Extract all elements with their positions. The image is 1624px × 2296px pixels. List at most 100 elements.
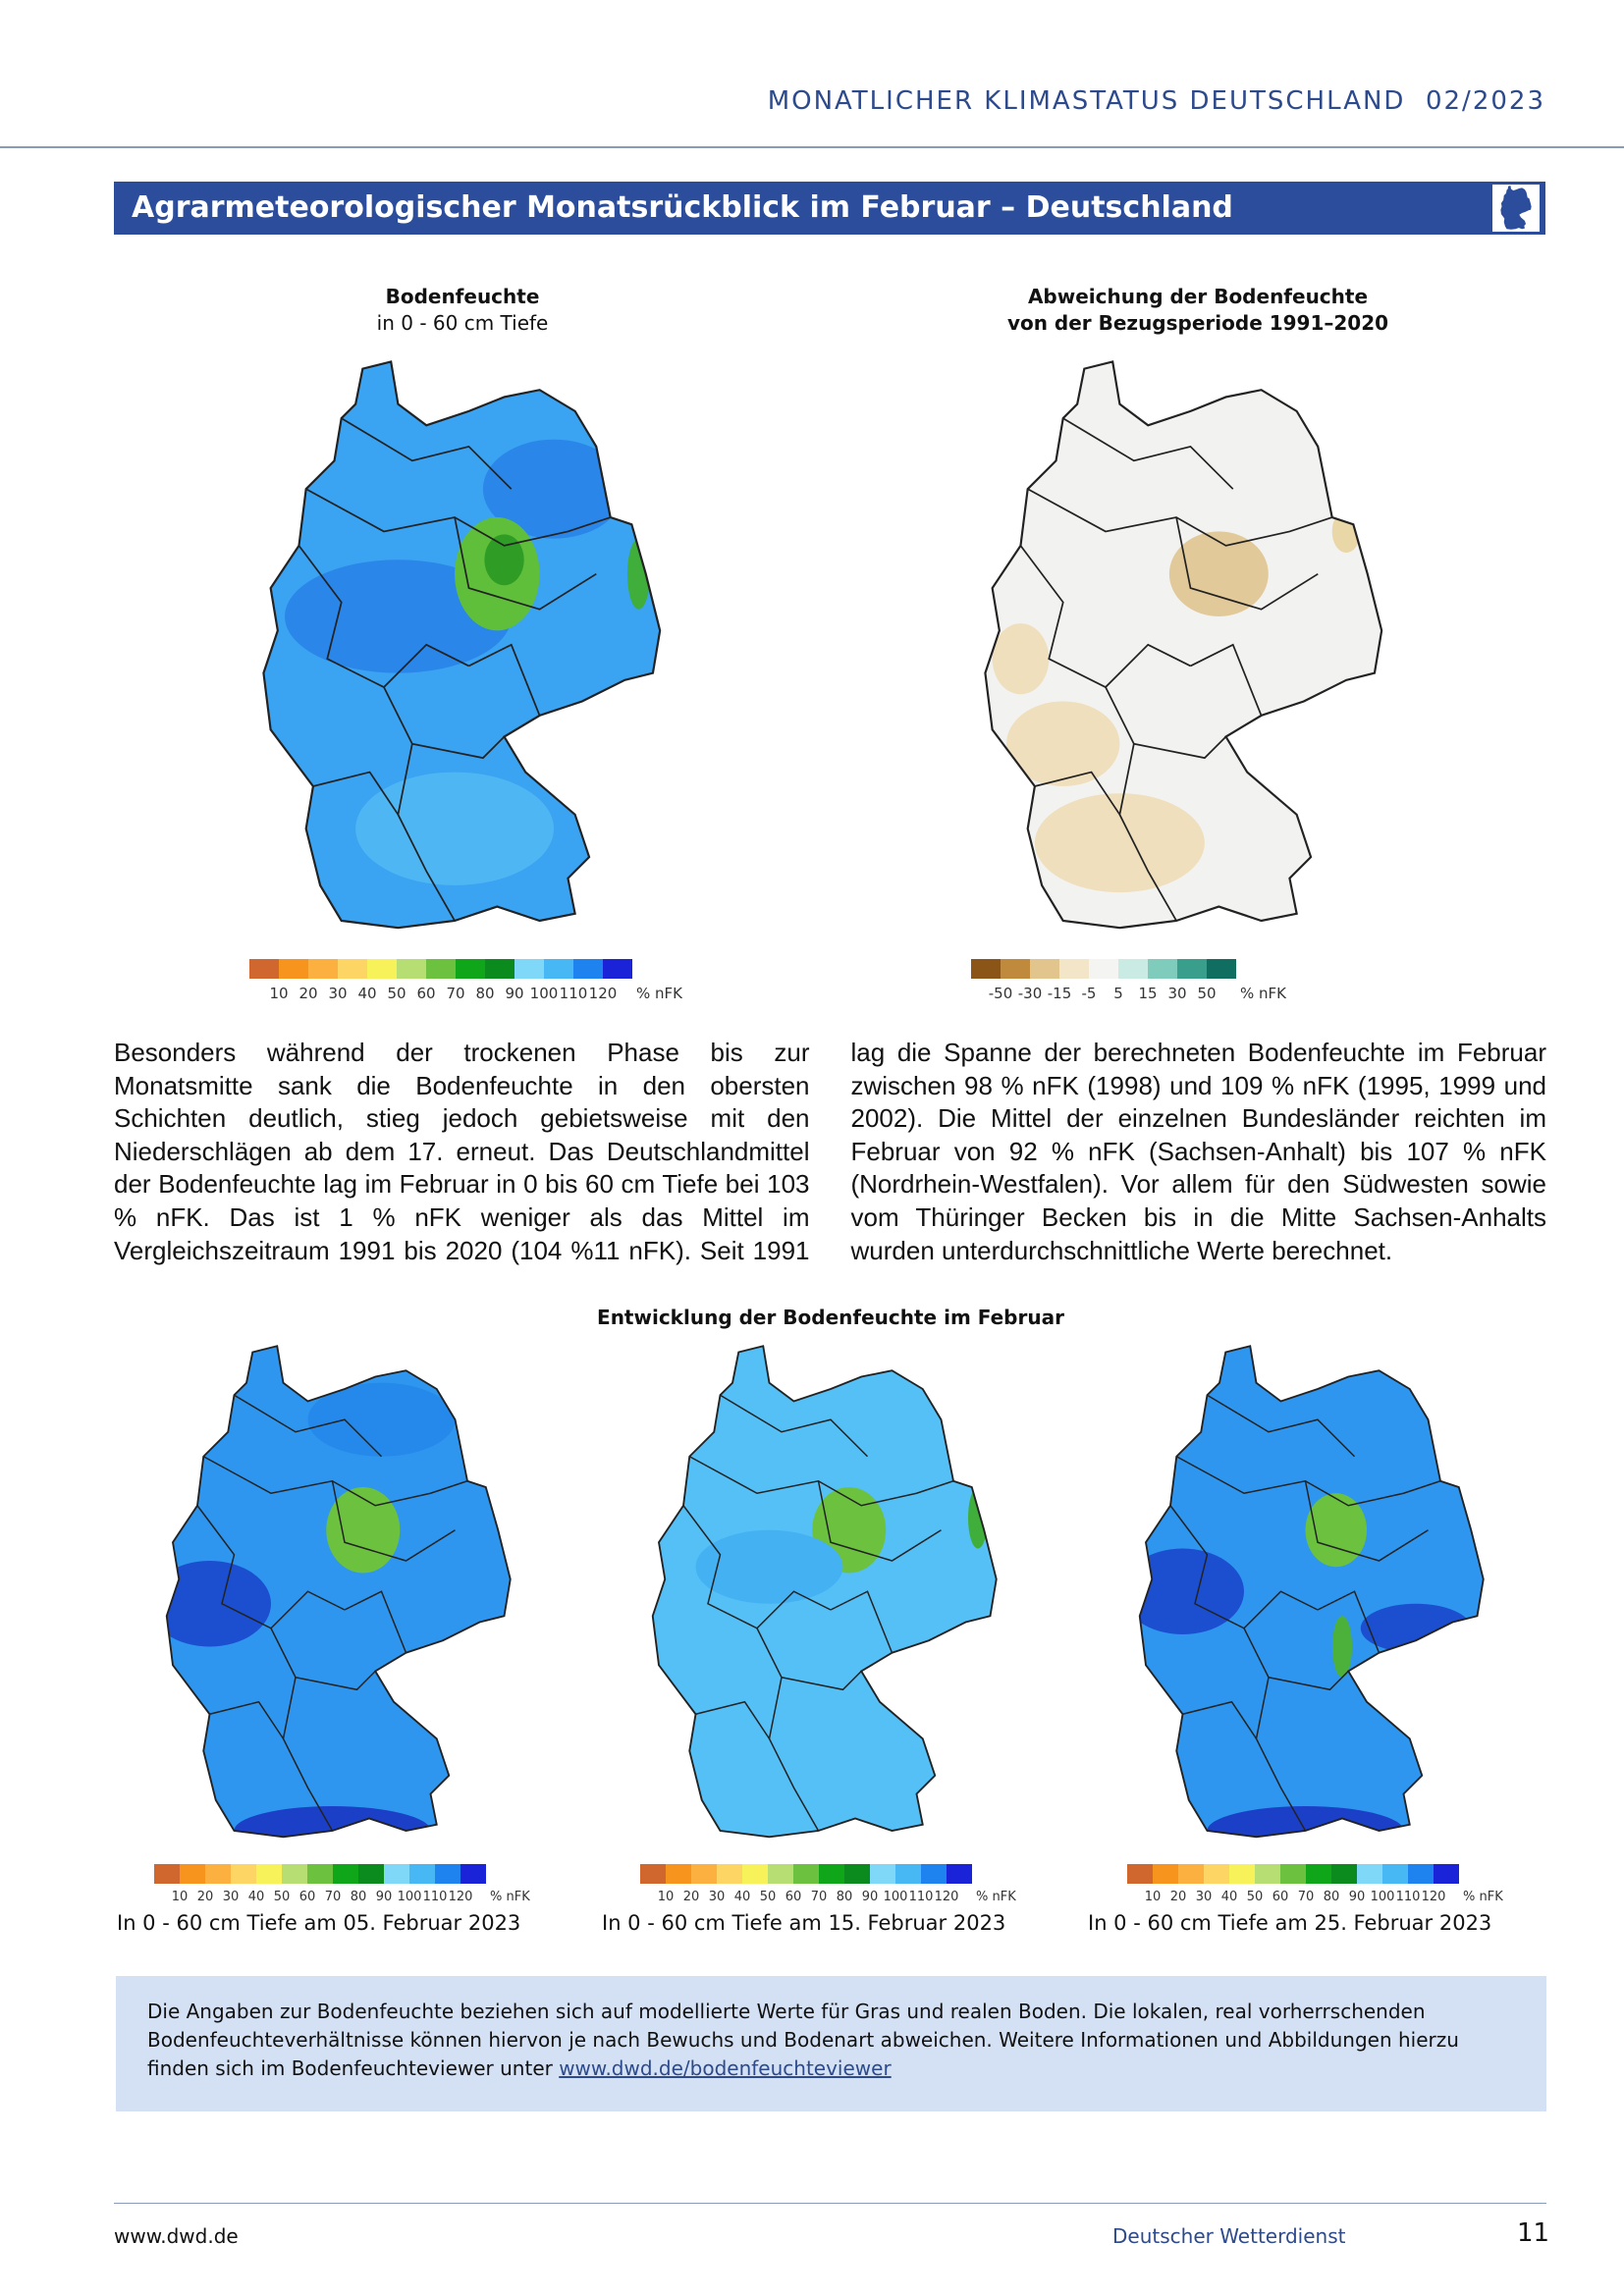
legend-swatch	[1148, 959, 1177, 979]
legend-label: 70	[446, 985, 465, 1002]
legend-swatch	[460, 1864, 486, 1884]
legend-swatch	[154, 1864, 180, 1884]
legend-swatch	[249, 959, 279, 979]
legend-swatch	[1089, 959, 1118, 979]
legend-swatch	[603, 959, 632, 979]
legend-swatch	[1177, 959, 1207, 979]
legend-label: 30	[328, 985, 348, 1002]
legend-swatch	[426, 959, 456, 979]
legend-label: 100	[883, 1890, 908, 1904]
legend-label: 5	[1113, 985, 1123, 1002]
legend-label: 50	[387, 985, 406, 1002]
legend-label: 70	[324, 1890, 342, 1904]
legend-label: % nFK	[490, 1890, 530, 1904]
legend-label: 40	[733, 1890, 751, 1904]
legend-label: 50	[759, 1890, 777, 1904]
legend-label: 30	[222, 1890, 240, 1904]
legend-label: 100	[397, 1890, 422, 1904]
legend-swatch	[1408, 1864, 1434, 1884]
legend-label: 90	[375, 1890, 393, 1904]
legend-swatch	[307, 1864, 333, 1884]
legend-label: 40	[1220, 1890, 1238, 1904]
legend-label: 60	[1272, 1890, 1289, 1904]
page-number: 11	[1517, 2218, 1550, 2248]
legend-swatch	[1127, 1864, 1153, 1884]
legend-label: 50	[1197, 985, 1217, 1002]
legend-label: 80	[1323, 1890, 1340, 1904]
legend-label: 10	[657, 1890, 675, 1904]
legend-swatch	[793, 1864, 819, 1884]
legend-swatch	[435, 1864, 460, 1884]
legend-swatch	[514, 959, 544, 979]
legend-label: 100	[529, 985, 559, 1002]
legend-label: 70	[1297, 1890, 1315, 1904]
legend-swatch	[844, 1864, 870, 1884]
legend-swatch	[367, 959, 397, 979]
legend-label: -30	[1017, 985, 1043, 1002]
legend-swatch	[205, 1864, 231, 1884]
legend-swatch	[768, 1864, 793, 1884]
legend-swatch	[1001, 959, 1030, 979]
legend-swatch	[1255, 1864, 1280, 1884]
figure-subtitle: von der Bezugsperiode 1991–2020	[1006, 311, 1389, 335]
legend-label: 110	[559, 985, 588, 1002]
legend-label: 60	[785, 1890, 802, 1904]
legend-label: 50	[273, 1890, 291, 1904]
legend-swatch	[870, 1864, 895, 1884]
legend-swatch	[573, 959, 603, 979]
legend-label: 30	[1195, 1890, 1213, 1904]
legend-label: -5	[1081, 985, 1097, 1002]
germany-icon	[1492, 185, 1540, 232]
legend-swatch	[409, 1864, 435, 1884]
legend-swatch	[397, 959, 426, 979]
legend-label: 110	[1395, 1890, 1421, 1904]
legend-label: 20	[196, 1890, 214, 1904]
legend-swatch	[308, 959, 338, 979]
legend-swatch	[742, 1864, 768, 1884]
legend-label: 100	[1370, 1890, 1395, 1904]
legend-swatch	[544, 959, 573, 979]
legend-label: 20	[1169, 1890, 1187, 1904]
legend-label: 10	[269, 985, 289, 1002]
legend-label: % nFK	[976, 1890, 1016, 1904]
figure-title: Bodenfeuchte	[385, 285, 540, 308]
legend-label: 120	[1421, 1890, 1446, 1904]
legend-swatch	[971, 959, 1001, 979]
footer-rule	[114, 2203, 1546, 2204]
soil-moisture-map	[262, 360, 662, 930]
legend-swatch	[333, 1864, 358, 1884]
legend-swatch	[1229, 1864, 1255, 1884]
legend-label: 60	[298, 1890, 316, 1904]
caption: In 0 - 60 cm Tiefe am 25. Februar 2023	[1088, 1911, 1492, 1935]
deviation-map	[984, 360, 1383, 930]
info-box: Die Angaben zur Bodenfeuchte beziehen si…	[116, 1976, 1546, 2111]
legend-label: 90	[1348, 1890, 1366, 1904]
legend-swatch	[1280, 1864, 1306, 1884]
legend-label: 15	[1138, 985, 1158, 1002]
legend-swatch	[1207, 959, 1236, 979]
legend-swatch	[1382, 1864, 1408, 1884]
legend-label: 120	[448, 1890, 473, 1904]
legend-label: 120	[588, 985, 618, 1002]
legend-swatch	[1306, 1864, 1331, 1884]
legend-swatch	[1153, 1864, 1178, 1884]
legend-swatch	[1331, 1864, 1357, 1884]
legend-swatch	[256, 1864, 282, 1884]
legend-label: 80	[836, 1890, 853, 1904]
legend-label: 30	[708, 1890, 726, 1904]
legend-label: 10	[171, 1890, 189, 1904]
legend-swatch	[691, 1864, 717, 1884]
timeline-map	[651, 1345, 998, 1839]
section-bar: Agrarmeteorologischer Monatsrückblick im…	[114, 182, 1545, 235]
legend-label: 10	[1144, 1890, 1162, 1904]
legend-label: 40	[247, 1890, 265, 1904]
legend-swatch	[384, 1864, 409, 1884]
legend-swatch	[1204, 1864, 1229, 1884]
legend-label: 110	[908, 1890, 934, 1904]
legend-label: 80	[475, 985, 495, 1002]
legend-label: 70	[810, 1890, 828, 1904]
legend-swatch	[1357, 1864, 1382, 1884]
legend-label: 20	[682, 1890, 700, 1904]
legend-label: 80	[350, 1890, 367, 1904]
info-link[interactable]: www.dwd.de/bodenfeuchteviewer	[559, 2056, 892, 2080]
